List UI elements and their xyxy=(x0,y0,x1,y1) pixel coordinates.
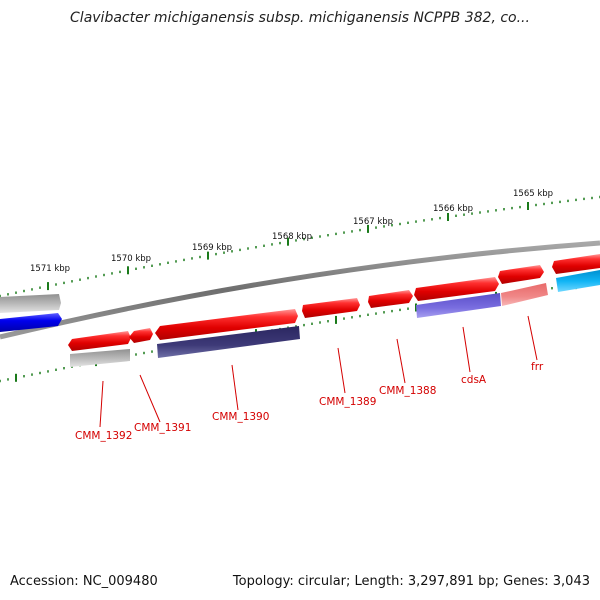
gene-label-cmm-1389: CMM_1389 xyxy=(319,396,376,408)
reverse-strand-genes xyxy=(0,270,600,367)
leader-line xyxy=(99,380,104,428)
tick-label: 1571 kbp xyxy=(30,264,70,274)
genome-backbone xyxy=(0,240,600,340)
gene-arrow xyxy=(556,270,600,292)
tick-label: 1565 kbp xyxy=(513,189,553,199)
gene-arrow xyxy=(552,254,600,274)
leader-line xyxy=(337,347,346,394)
gene-label-frr: frr xyxy=(531,361,544,373)
gene-arrow xyxy=(302,298,360,318)
gene-arrow xyxy=(416,293,501,318)
gene-arrow xyxy=(0,294,61,313)
gene-arrow xyxy=(68,331,131,351)
gene-arrow xyxy=(70,349,130,367)
gene-label-cmm-1388: CMM_1388 xyxy=(379,385,436,397)
gene-arrow xyxy=(501,283,548,306)
leader-line xyxy=(527,315,538,361)
outer-tick-ring xyxy=(0,195,600,298)
leader-line xyxy=(231,364,239,411)
tick-label: 1570 kbp xyxy=(111,254,151,264)
gene-arrow xyxy=(368,290,413,308)
gene-label-cmm-1391: CMM_1391 xyxy=(134,422,191,434)
gene-arrow xyxy=(414,277,499,301)
gene-arrow xyxy=(155,309,298,340)
gene-label-cdsa: cdsA xyxy=(461,374,487,386)
tick-labels: 1565 kbp 1566 kbp 1567 kbp 1568 kbp 1569… xyxy=(30,189,553,274)
leader-line xyxy=(396,338,406,384)
forward-strand-genes xyxy=(0,254,600,318)
gene-label-leaders xyxy=(99,315,538,428)
leader-line xyxy=(139,374,161,423)
gene-label-cmm-1390: CMM_1390 xyxy=(212,411,269,423)
gene-arrow xyxy=(129,328,153,343)
genome-summary-text: Topology: circular; Length: 3,297,891 bp… xyxy=(232,574,590,589)
accession-text: Accession: NC_009480 xyxy=(10,574,158,589)
gene-label-cmm-1392: CMM_1392 xyxy=(75,430,132,442)
gene-arrow xyxy=(498,265,544,284)
tick-label: 1568 kbp xyxy=(272,232,312,242)
tick-label: 1566 kbp xyxy=(433,204,473,214)
map-title: Clavibacter michiganensis subsp. michiga… xyxy=(70,10,530,26)
tick-label: 1567 kbp xyxy=(353,217,393,227)
gene-arrow xyxy=(0,313,62,332)
tick-label: 1569 kbp xyxy=(192,243,232,253)
gene-labels: frr cdsA CMM_1388 CMM_1389 CMM_1390 CMM_… xyxy=(75,361,544,442)
gene-arrow xyxy=(157,326,300,358)
leader-line xyxy=(462,326,471,373)
